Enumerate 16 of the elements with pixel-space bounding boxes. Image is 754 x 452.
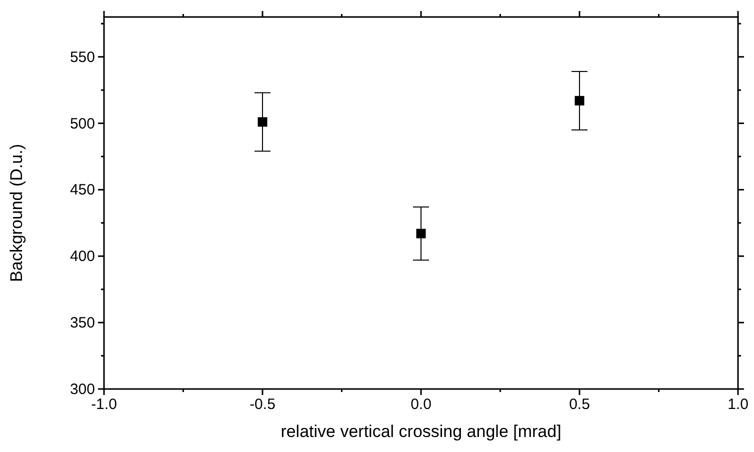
y-tick-label: 350: [70, 314, 95, 332]
x-tick-label: -1.0: [91, 396, 117, 413]
y-tick-label: 500: [70, 115, 95, 132]
y-tick-label: 550: [70, 48, 95, 66]
x-axis-title: relative vertical crossing angle [mrad]: [280, 422, 562, 441]
x-tick-label: -0.5: [250, 396, 276, 413]
y-tick-label: 300: [70, 381, 95, 398]
x-tick-label: 0.5: [569, 396, 590, 413]
x-tick-label: 1.0: [728, 396, 748, 413]
point: [574, 96, 584, 106]
y-axis-title: Background (D.u.): [7, 144, 26, 282]
y-tick-label: 450: [70, 182, 95, 199]
point: [258, 117, 268, 127]
y-tick-label: 400: [70, 248, 95, 266]
point: [416, 228, 426, 238]
x-tick-label: 0.0: [410, 396, 432, 413]
